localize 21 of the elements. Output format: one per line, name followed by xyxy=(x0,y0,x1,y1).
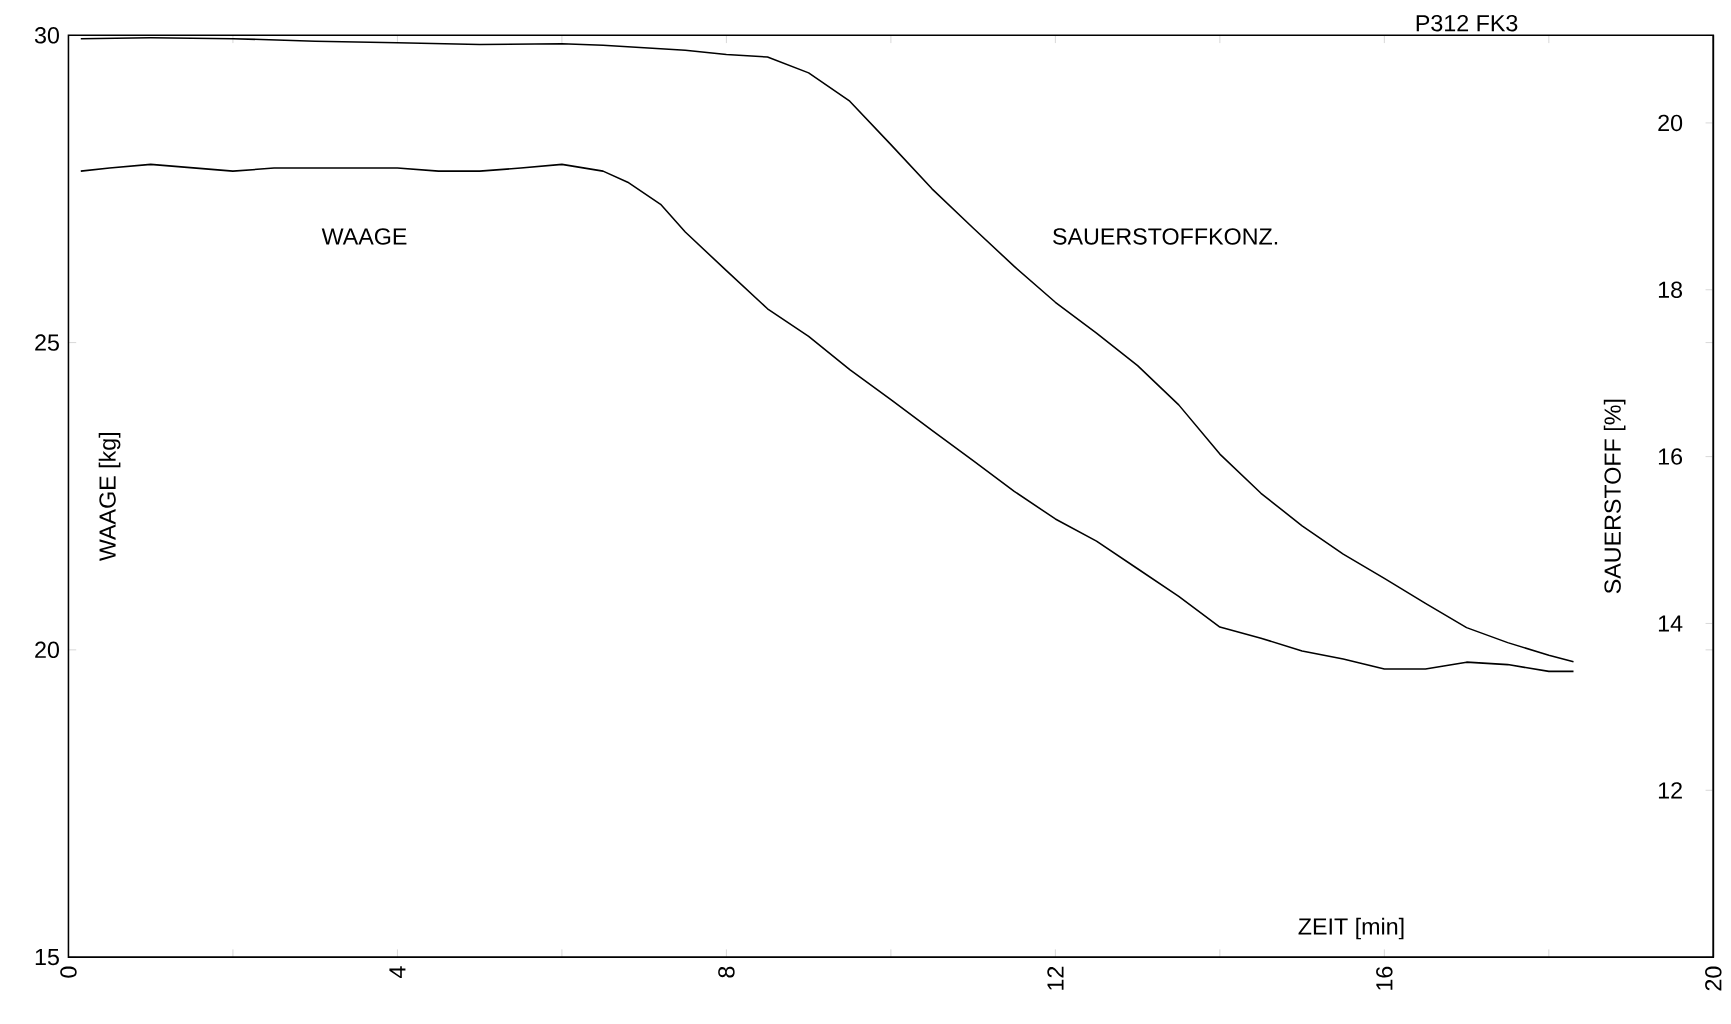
y-tick-label: 20 xyxy=(35,641,59,658)
x-axis-title: ZEIT [min] xyxy=(1298,917,1404,940)
x-tick-label: 8 xyxy=(718,966,735,978)
text: WAAGE xyxy=(321,227,407,245)
y-axis-title: WAAGE [kg] xyxy=(98,432,121,561)
text: P312 FK3 xyxy=(1416,14,1518,32)
y-tick-label: 25 xyxy=(35,334,59,351)
y2-tick-label: 14 xyxy=(1658,615,1683,632)
x-tick-label: 16 xyxy=(1376,966,1393,990)
y-tick-label: 15 xyxy=(35,948,59,966)
series-label: SAUERSTOFFKONZ. xyxy=(1053,227,1278,245)
x-tick-label: 0 xyxy=(60,966,77,978)
y2-tick-label: 18 xyxy=(1658,281,1683,298)
y2-tick-label: 16 xyxy=(1658,448,1683,465)
x-tick-label: 12 xyxy=(1047,966,1064,990)
x-tick-label: 4 xyxy=(389,966,406,978)
y2-tick-label: 20 xyxy=(1658,114,1683,131)
y2-tick-label: 12 xyxy=(1658,781,1682,799)
y-tick-label: 30 xyxy=(34,26,59,44)
y2-axis-title: SAUERSTOFF [%] xyxy=(1603,399,1626,594)
x-tick-label: 20 xyxy=(1705,966,1722,991)
